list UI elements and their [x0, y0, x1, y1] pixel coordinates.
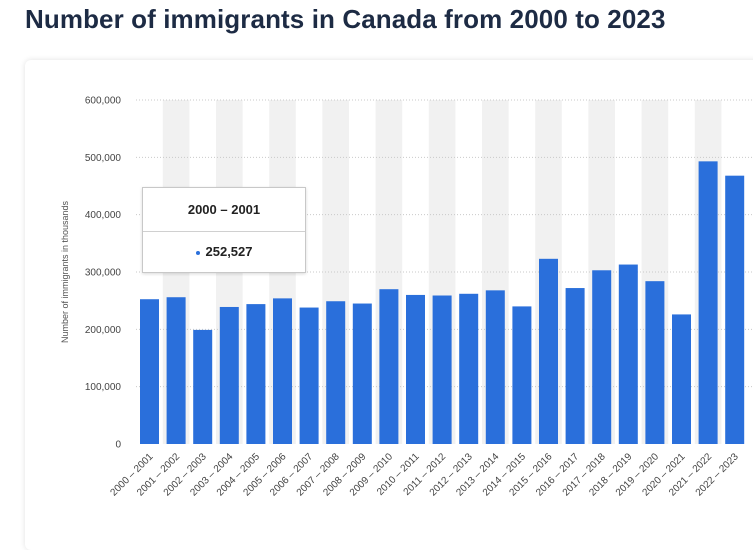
bar-chart: 0 100,000 200,000 300,000 400,000 500,000 600,… — [60, 96, 753, 498]
bar[interactable] — [565, 288, 585, 444]
bar[interactable] — [725, 175, 745, 444]
bar[interactable] — [219, 306, 239, 444]
y-tick-label: 400,000 — [85, 210, 122, 221]
bar[interactable] — [592, 270, 612, 444]
bar[interactable] — [299, 307, 319, 444]
bar[interactable] — [273, 298, 292, 444]
y-axis-ticks: 0 100,000 200,000 300,000 400,000 500,000 600,… — [85, 96, 122, 451]
bar[interactable] — [485, 290, 505, 444]
y-tick-label: 100,000 — [85, 382, 122, 393]
y-tick-label: 300,000 — [85, 268, 122, 279]
bar[interactable] — [539, 258, 558, 444]
series-dot-icon — [195, 250, 200, 255]
bar[interactable] — [512, 306, 532, 444]
bar[interactable] — [326, 301, 346, 444]
bar[interactable] — [459, 293, 479, 444]
bar[interactable] — [432, 295, 452, 444]
tooltip-category: 2000 – 2001 — [143, 188, 305, 232]
bar[interactable] — [379, 289, 399, 444]
bar[interactable] — [246, 304, 266, 444]
bar[interactable] — [166, 297, 186, 444]
bar[interactable] — [193, 329, 213, 444]
bars — [140, 161, 745, 444]
bar[interactable] — [698, 161, 718, 444]
y-tick-label: 500,000 — [85, 153, 122, 164]
tooltip: 2000 – 2001 252,527 — [142, 187, 306, 273]
y-tick-label: 200,000 — [85, 325, 122, 336]
bar[interactable] — [645, 281, 665, 444]
bar[interactable] — [140, 299, 159, 444]
bar[interactable] — [406, 294, 425, 444]
bar[interactable] — [672, 314, 691, 444]
y-tick-label: 0 — [115, 440, 121, 451]
tooltip-value: 252,527 — [205, 244, 253, 259]
bar[interactable] — [352, 303, 372, 444]
y-axis-title: Number of immigrants in thousands — [60, 200, 70, 343]
bar[interactable] — [618, 264, 638, 444]
tooltip-value-row: 252,527 — [143, 232, 305, 272]
y-tick-label: 600,000 — [85, 96, 122, 107]
page-title: Number of immigrants in Canada from 2000… — [25, 4, 666, 34]
